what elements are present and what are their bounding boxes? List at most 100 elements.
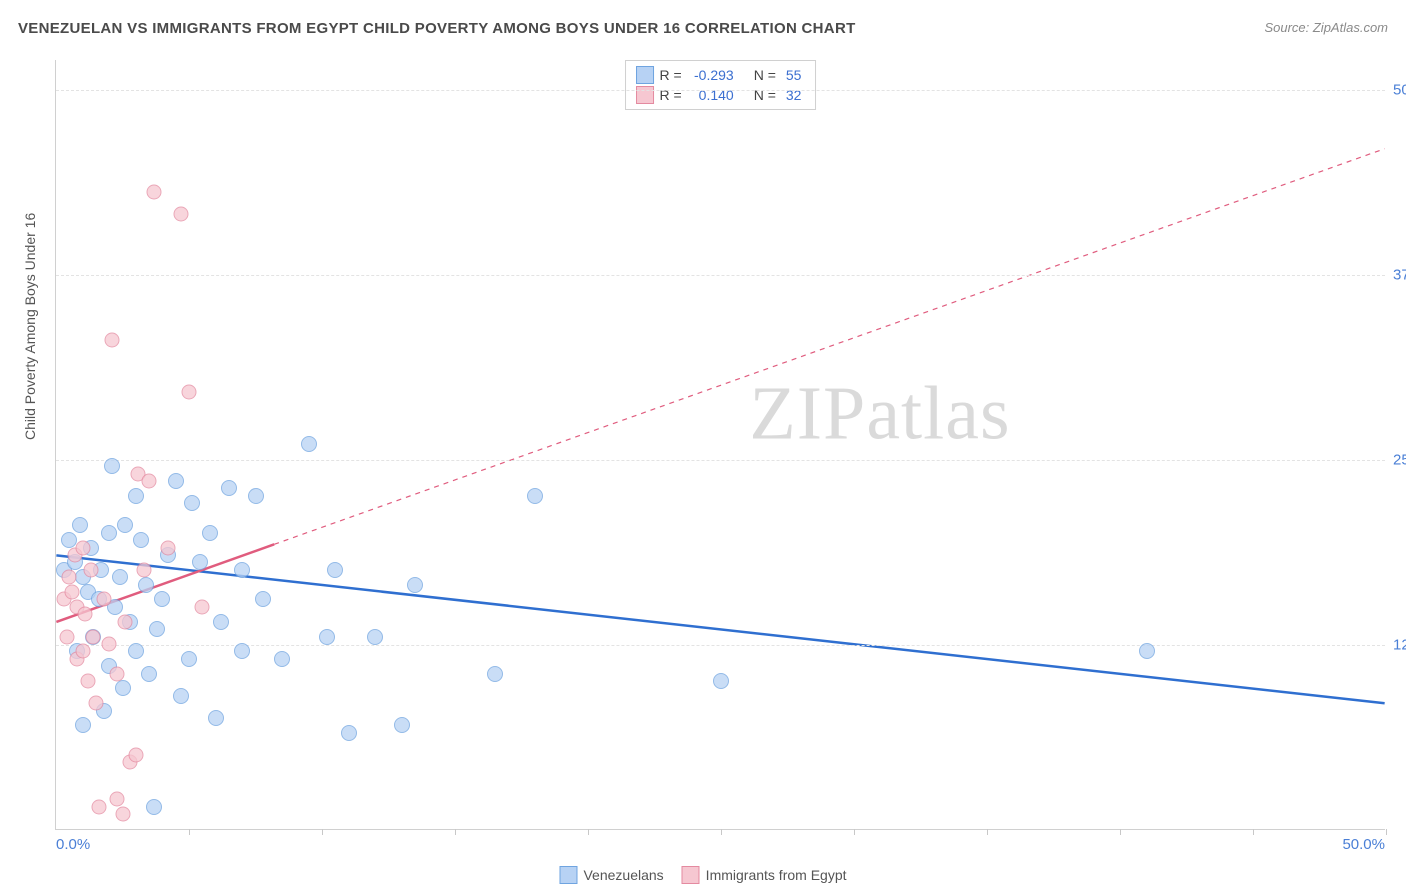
series-legend-label: Immigrants from Egypt <box>706 867 847 883</box>
data-point-venezuelans <box>138 577 154 593</box>
data-point-venezuelans <box>713 673 729 689</box>
data-point-venezuelans <box>527 488 543 504</box>
x-tick <box>1120 829 1121 835</box>
legend-row-egypt: R =0.140N =32 <box>636 85 806 105</box>
x-origin-label: 0.0% <box>56 836 90 853</box>
data-point-venezuelans <box>115 680 131 696</box>
y-tick-label: 12.5% <box>1393 636 1406 653</box>
data-point-venezuelans <box>184 495 200 511</box>
data-point-venezuelans <box>234 562 250 578</box>
x-tick <box>588 829 589 835</box>
data-point-egypt <box>110 792 125 807</box>
data-point-egypt <box>75 644 90 659</box>
data-point-venezuelans <box>117 517 133 533</box>
data-point-egypt <box>80 673 95 688</box>
data-point-venezuelans <box>327 562 343 578</box>
data-point-venezuelans <box>104 458 120 474</box>
series-legend: Venezuelans Immigrants from Egypt <box>559 866 846 884</box>
data-point-venezuelans <box>101 525 117 541</box>
data-point-venezuelans <box>319 629 335 645</box>
data-point-egypt <box>118 614 133 629</box>
legend-row-venezuelans: R = -0.293 N = 55 <box>636 65 806 85</box>
y-tick-label: 37.5% <box>1393 266 1406 283</box>
data-point-venezuelans <box>168 473 184 489</box>
series-legend-label: Venezuelans <box>583 867 663 883</box>
x-max-label: 50.0% <box>1342 836 1385 853</box>
y-tick-label: 25.0% <box>1393 451 1406 468</box>
data-point-venezuelans <box>394 717 410 733</box>
data-point-venezuelans <box>141 666 157 682</box>
data-point-venezuelans <box>487 666 503 682</box>
gridline-horizontal <box>56 460 1385 461</box>
data-point-egypt <box>64 585 79 600</box>
watermark-text: ZIPatlas <box>749 370 1010 457</box>
chart-title: VENEZUELAN VS IMMIGRANTS FROM EGYPT CHIL… <box>18 20 856 37</box>
data-point-venezuelans <box>221 480 237 496</box>
data-point-egypt <box>96 592 111 607</box>
trend-lines-layer <box>56 60 1385 829</box>
data-point-venezuelans <box>341 725 357 741</box>
data-point-venezuelans <box>72 517 88 533</box>
data-point-venezuelans <box>192 554 208 570</box>
x-tick <box>987 829 988 835</box>
data-point-egypt <box>62 570 77 585</box>
y-axis-title: Child Poverty Among Boys Under 16 <box>22 213 38 440</box>
legend-r-label: R = <box>660 67 682 83</box>
source-label: Source: ZipAtlas.com <box>1264 20 1388 35</box>
legend-r-value: -0.293 <box>688 67 738 83</box>
data-point-venezuelans <box>255 591 271 607</box>
data-point-egypt <box>147 185 162 200</box>
data-point-venezuelans <box>248 488 264 504</box>
x-tick <box>1386 829 1387 835</box>
data-point-venezuelans <box>128 488 144 504</box>
gridline-horizontal <box>56 275 1385 276</box>
gridline-horizontal <box>56 645 1385 646</box>
data-point-venezuelans <box>213 614 229 630</box>
data-point-egypt <box>59 629 74 644</box>
data-point-egypt <box>174 207 189 222</box>
data-point-venezuelans <box>367 629 383 645</box>
data-point-egypt <box>195 599 210 614</box>
data-point-egypt <box>182 385 197 400</box>
data-point-venezuelans <box>75 717 91 733</box>
data-point-venezuelans <box>1139 643 1155 659</box>
data-point-egypt <box>104 333 119 348</box>
data-point-venezuelans <box>128 643 144 659</box>
gridline-horizontal <box>56 90 1385 91</box>
x-tick <box>455 829 456 835</box>
data-point-venezuelans <box>181 651 197 667</box>
data-point-egypt <box>83 562 98 577</box>
data-point-egypt <box>142 474 157 489</box>
data-point-venezuelans <box>208 710 224 726</box>
y-tick-label: 50.0% <box>1393 81 1406 98</box>
data-point-egypt <box>86 629 101 644</box>
x-tick <box>322 829 323 835</box>
data-point-venezuelans <box>274 651 290 667</box>
data-point-venezuelans <box>301 436 317 452</box>
data-point-venezuelans <box>146 799 162 815</box>
data-point-venezuelans <box>133 532 149 548</box>
data-point-venezuelans <box>154 591 170 607</box>
series-legend-item-venezuelans: Venezuelans <box>559 866 663 884</box>
data-point-venezuelans <box>234 643 250 659</box>
data-point-egypt <box>115 807 130 822</box>
legend-n-value: 55 <box>782 67 806 83</box>
correlation-legend: R = -0.293 N = 55 R =0.140N =32 <box>625 60 817 110</box>
trend-line-dashed-egypt <box>274 149 1384 545</box>
data-point-venezuelans <box>407 577 423 593</box>
data-point-venezuelans <box>112 569 128 585</box>
legend-swatch <box>682 866 700 884</box>
legend-n-label: N = <box>754 67 776 83</box>
data-point-egypt <box>128 747 143 762</box>
data-point-egypt <box>136 562 151 577</box>
data-point-egypt <box>160 540 175 555</box>
data-point-venezuelans <box>149 621 165 637</box>
legend-swatch <box>559 866 577 884</box>
data-point-egypt <box>88 696 103 711</box>
series-legend-item-egypt: Immigrants from Egypt <box>682 866 847 884</box>
data-point-venezuelans <box>173 688 189 704</box>
legend-swatch <box>636 66 654 84</box>
x-tick <box>189 829 190 835</box>
data-point-egypt <box>75 540 90 555</box>
data-point-egypt <box>102 636 117 651</box>
